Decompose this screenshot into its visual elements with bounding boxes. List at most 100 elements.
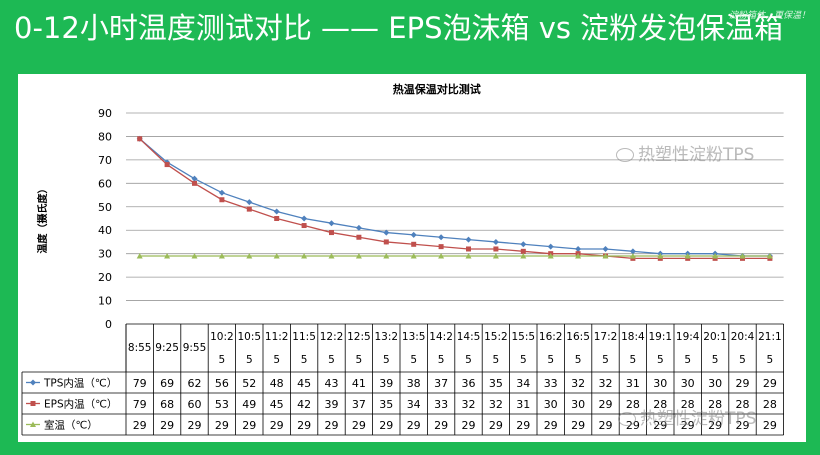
x-tick-label: 19:4 [676,331,700,343]
x-tick-label: 14:5 [457,331,481,343]
data-label: 68 [160,398,174,411]
corner-note: 淀粉箱体，更保温！ [728,11,810,21]
x-tick-label: 20:1 [703,331,727,343]
data-point [739,253,746,259]
data-label: 37 [352,398,366,411]
data-point [191,175,198,182]
x-tick-label: 5 [493,354,500,366]
data-label: 30 [681,377,695,390]
data-point [218,253,225,259]
x-tick-label: 12:2 [320,331,344,343]
data-label: 45 [297,377,311,390]
data-point [575,245,582,252]
y-tick-label: 20 [98,271,112,284]
x-tick-label: 5 [684,354,691,366]
series-line [139,138,770,260]
x-tick-label: 5 [438,354,445,366]
x-tick-label: 5 [547,354,554,366]
data-point [383,229,390,236]
data-label: 42 [297,398,311,411]
data-label: 31 [516,398,530,411]
data-label: 60 [188,398,202,411]
data-point [438,234,445,241]
x-tick-label: 10:2 [210,331,234,343]
data-label: 52 [242,377,256,390]
x-tick-label: 5 [630,354,637,366]
y-tick-label: 40 [98,224,112,237]
data-point [246,253,253,259]
data-label: 32 [571,377,585,390]
watermark-bottom: 热塑性淀粉TPS [618,404,756,429]
x-tick-label: 5 [657,354,664,366]
data-point [602,253,609,259]
data-label: 29 [599,398,613,411]
legend-marker [30,379,36,386]
data-point [438,244,444,250]
y-tick-label: 30 [98,248,112,261]
data-point [602,245,609,252]
data-label: 33 [544,377,558,390]
wechat-icon [616,148,634,162]
x-tick-label: 5 [575,354,582,366]
x-tick-label: 5 [602,354,609,366]
data-label: 29 [462,419,476,432]
data-point [766,253,773,259]
data-label: 41 [352,377,366,390]
data-point [411,241,417,247]
data-point [191,253,198,259]
data-point [246,199,253,206]
legend-marker [30,401,36,406]
data-label: 32 [489,398,503,411]
data-label: 29 [188,419,202,432]
data-point [164,253,171,259]
wechat-icon [618,412,636,426]
data-label: 29 [708,419,722,432]
data-label: 45 [270,398,284,411]
data-label: 49 [242,398,256,411]
data-point [383,239,389,245]
data-label: 35 [379,398,393,411]
data-label: 29 [215,419,229,432]
data-label: 29 [571,419,585,432]
x-tick-label: 16:2 [539,331,563,343]
x-tick-label: 21:1 [758,331,782,343]
x-tick-label: 13:5 [402,331,426,343]
data-point [219,197,225,203]
data-label: 29 [516,419,530,432]
data-label: 28 [736,398,750,411]
series-line [139,138,770,257]
data-point [684,253,691,259]
data-label: 32 [599,377,613,390]
x-tick-label: 5 [739,354,746,366]
x-tick-label: 5 [712,354,719,366]
legend-marker [30,421,36,427]
x-tick-label: 13:2 [375,331,399,343]
data-point [492,238,499,245]
x-tick-label: 9:55 [183,342,207,354]
data-label: 30 [653,377,667,390]
data-point [218,189,225,196]
x-tick-label: 5 [246,354,253,366]
data-label: 29 [434,419,448,432]
data-label: 34 [407,398,421,411]
data-label: 29 [653,419,667,432]
x-tick-label: 5 [328,354,335,366]
data-point [356,234,362,240]
data-point [410,253,417,259]
slide-title: 0-12小时温度测试对比 —— EPS泡沫箱 vs 淀粉发泡保温箱 [14,11,784,45]
watermark-text: 热塑性淀粉TPS [638,145,755,165]
data-point [520,253,527,259]
data-label: 29 [379,419,393,432]
x-tick-label: 17:2 [594,331,618,343]
data-point [355,253,362,259]
data-label: 30 [708,377,722,390]
data-label: 29 [599,419,613,432]
data-label: 29 [681,419,695,432]
chart-title: 热温保温对比测试 [393,82,481,96]
data-label: 29 [489,419,503,432]
x-tick-label: 5 [410,354,417,366]
data-point [383,253,390,259]
x-tick-label: 14:2 [429,331,453,343]
data-point [355,224,362,231]
x-tick-label: 5 [465,354,472,366]
